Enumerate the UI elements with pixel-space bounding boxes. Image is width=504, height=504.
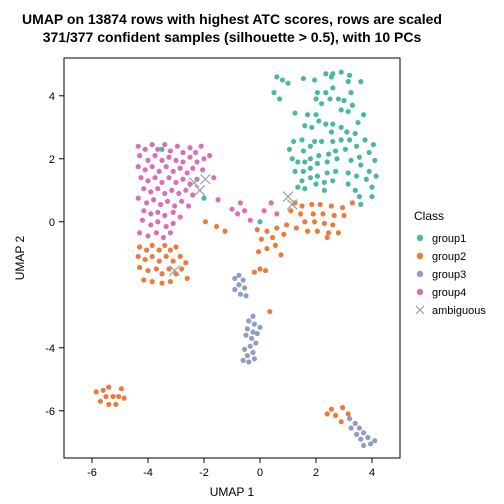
y-axis-title: UMAP 2 <box>13 235 27 280</box>
x-tick: 2 <box>313 467 319 479</box>
y-tick: -6 <box>45 406 55 418</box>
y-tick: 4 <box>49 91 55 103</box>
y-tick: 0 <box>49 217 55 229</box>
legend-item-label: group1 <box>432 233 466 245</box>
legend-swatch <box>417 235 423 241</box>
chart-title-line-2: 371/377 confident samples (silhouette > … <box>43 29 422 45</box>
x-axis-title: UMAP 1 <box>210 485 255 499</box>
legend-swatch <box>417 271 423 277</box>
x-tick: -4 <box>143 467 153 479</box>
y-tick: 2 <box>49 154 55 166</box>
x-tick: 0 <box>257 467 263 479</box>
legend-item-label: ambiguous <box>432 305 486 317</box>
x-tick: -2 <box>199 467 209 479</box>
legend-swatch <box>417 253 423 259</box>
legend-item-label: group4 <box>432 287 466 299</box>
legend-item-label: group3 <box>432 269 466 281</box>
x-tick: 4 <box>369 467 375 479</box>
legend-title-text: Class <box>414 209 444 223</box>
x-tick: -6 <box>87 467 97 479</box>
legend-item-label: group2 <box>432 251 466 263</box>
y-tick: -4 <box>45 343 55 355</box>
chart-title-line-1: UMAP on 13874 rows with highest ATC scor… <box>22 11 442 27</box>
legend-swatch <box>417 289 423 295</box>
